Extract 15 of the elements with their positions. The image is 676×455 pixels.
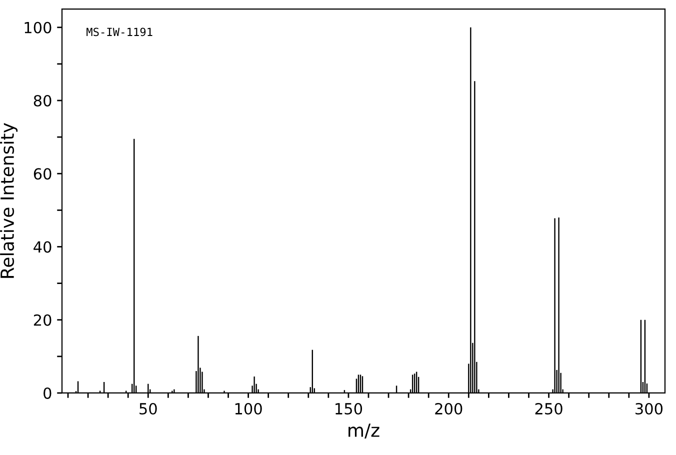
x-axis-title: m/z bbox=[348, 424, 380, 438]
x-tick-label: 250 bbox=[535, 402, 562, 415]
x-tick-label: 200 bbox=[435, 402, 462, 415]
y-tick-label: 40 bbox=[34, 241, 52, 253]
y-tick-label: 20 bbox=[34, 314, 52, 326]
x-tick-label: 50 bbox=[140, 402, 157, 415]
x-tick-label: 150 bbox=[336, 402, 362, 415]
y-tick-label: 60 bbox=[34, 168, 52, 180]
y-tick-label: 80 bbox=[34, 94, 52, 107]
x-tick-label: 100 bbox=[235, 402, 262, 415]
annotation: MS-IW-1191 bbox=[86, 28, 152, 36]
x-tick-label: 300 bbox=[636, 402, 663, 415]
y-tick-label: 0 bbox=[44, 387, 52, 400]
y-tick-label: 100 bbox=[24, 22, 52, 34]
y-axis-title: Relative Intensity bbox=[0, 123, 18, 278]
